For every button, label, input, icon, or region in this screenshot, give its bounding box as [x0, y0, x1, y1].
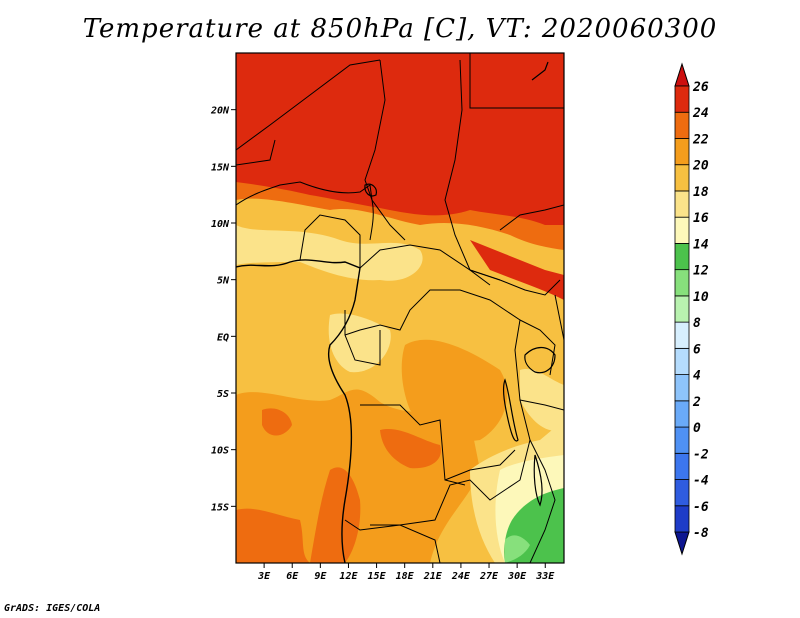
border-namibia [344, 519, 441, 563]
colorbar-label: 8 [693, 316, 701, 331]
y-tick-label: 5S [217, 389, 229, 400]
y-tick-label: 5N [217, 276, 230, 287]
temperature-field [236, 53, 564, 563]
colorbar-label: -6 [693, 500, 709, 515]
colorbar-label: 4 [693, 369, 701, 384]
colorbar-segment [674, 505, 690, 533]
map-title: Temperature at 850hPa [C], VT: 202006030… [82, 14, 718, 44]
x-tick-label: 27E [479, 571, 499, 582]
y-axis: 20N 15N 10N 5N EQ 5S 10S 15S [210, 106, 236, 513]
y-tick-label: EQ [217, 332, 229, 343]
colorbar-label: 24 [692, 106, 709, 121]
field-band-18-east [520, 368, 564, 431]
field-band-24-southcentral [310, 467, 361, 563]
colorbar-label: -2 [693, 447, 709, 462]
border-gabon [344, 310, 381, 366]
field-band-26-north [236, 53, 564, 225]
colorbar-label: -8 [693, 526, 709, 541]
border-ethiopia [499, 204, 564, 231]
colorbar-segment [674, 321, 690, 349]
colorbar-label: 14 [693, 237, 709, 252]
border-angola [360, 404, 466, 486]
border-sahel [236, 181, 374, 241]
colorbar-label: 20 [692, 159, 709, 174]
y-tick-label: 15N [211, 162, 230, 173]
colorbar-label: 2 [692, 395, 701, 410]
colorbar-segment [674, 452, 690, 480]
colorbar-label: 12 [693, 264, 709, 279]
country-boundaries [236, 53, 564, 563]
colorbar-segment [674, 243, 690, 271]
colorbar-label: 22 [692, 132, 709, 147]
x-tick-label: 30E [507, 571, 527, 582]
border-kenya [554, 294, 564, 341]
border-mozambique [529, 439, 556, 563]
border-drc [344, 289, 531, 526]
border-south-sudan [469, 269, 561, 296]
lake-malawi [533, 454, 543, 507]
colorbar-segment [674, 85, 690, 113]
colorbar-label: 10 [693, 290, 709, 305]
y-tick-label: 10S [211, 446, 229, 457]
border-uganda [519, 319, 556, 376]
colorbar-label: 0 [693, 421, 701, 436]
border-cameroon [299, 214, 361, 268]
lake-chad [364, 183, 377, 197]
colorbar-segment [674, 400, 690, 428]
colorbar-segment [674, 295, 690, 323]
colorbar-label: 26 [692, 80, 709, 95]
field-band-24-west [262, 408, 292, 436]
coastline-west-africa [236, 259, 361, 563]
x-tick-label: 6E [286, 571, 299, 582]
colorbar-segment [674, 111, 690, 139]
border-libya [236, 59, 381, 151]
red-sea-coast [531, 61, 549, 81]
field-band-18-congo [328, 313, 391, 373]
x-tick-label: 33E [535, 571, 555, 582]
field-band-18-gulf [236, 225, 423, 281]
colorbar-label: 6 [693, 342, 701, 357]
x-tick-label: 15E [368, 571, 387, 582]
colorbar-segment [674, 164, 690, 192]
colorbar-arrow-top [674, 62, 690, 87]
colorbar-arrow-bottom [674, 531, 690, 556]
lake-victoria [524, 346, 556, 374]
field-band-22-centre [401, 339, 508, 441]
colorbar-segment [674, 190, 690, 218]
colorbar-segment [674, 138, 690, 166]
colorbar-label: 16 [693, 211, 709, 226]
field-band-24-south2 [380, 428, 441, 469]
colorbar-segment [674, 374, 690, 402]
border-niger [236, 139, 276, 166]
lake-tanganyika [503, 378, 519, 442]
border-tanzania [519, 399, 564, 411]
y-tick-label: 15S [211, 502, 229, 513]
x-tick-label: 18E [396, 571, 415, 582]
x-axis: 3E 6E 9E 12E 15E 18E 21E 24E 27E 30E 33E [257, 563, 555, 582]
x-tick-label: 21E [423, 571, 443, 582]
colorbar-segment [674, 216, 690, 244]
grads-credit: GrADS: IGES/COLA [4, 603, 101, 614]
colorbar-segment [674, 347, 690, 375]
x-tick-label: 9E [314, 571, 327, 582]
colorbar-segment [674, 269, 690, 297]
border-chad [364, 59, 406, 241]
map-frame [235, 52, 565, 564]
field-band-24-southwest [236, 508, 310, 563]
y-tick-label: 10N [211, 219, 230, 230]
border-egypt [469, 53, 564, 109]
x-tick-label: 24E [451, 571, 471, 582]
field-band-10-southeast [505, 535, 530, 563]
y-tick-label: 20N [210, 106, 230, 117]
x-tick-label: 12E [339, 571, 358, 582]
colorbar-segment [674, 426, 690, 454]
x-tick-label: 3E [257, 571, 271, 582]
colorbar-segment [674, 479, 690, 507]
colorbar-label: -4 [693, 474, 709, 489]
colorbar-label: 18 [693, 185, 709, 200]
field-band-26-east [470, 240, 564, 300]
border-zambia [444, 449, 516, 481]
